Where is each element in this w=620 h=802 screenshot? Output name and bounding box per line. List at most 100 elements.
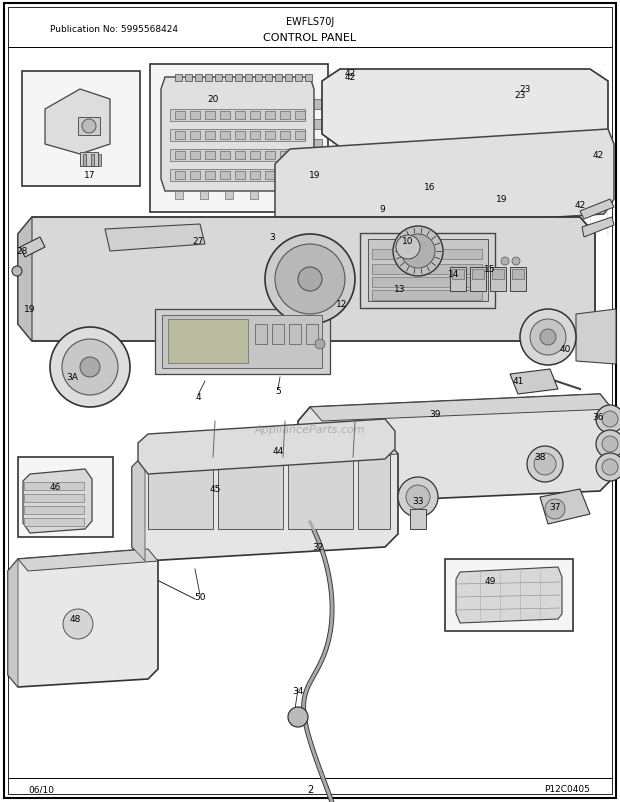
Bar [190,111,200,119]
Bar [305,75,312,82]
Text: 42: 42 [574,200,586,209]
Text: 23: 23 [520,85,531,95]
Text: 50: 50 [194,593,206,602]
Bar [190,132,200,140]
Text: 19: 19 [309,170,321,180]
Bar [280,152,290,160]
Bar [215,75,222,82]
Bar [250,152,260,160]
Bar [306,325,318,345]
Text: 49: 49 [484,577,495,585]
Bar [175,111,185,119]
Polygon shape [310,395,612,422]
Circle shape [527,447,563,482]
Bar [205,172,215,180]
Bar [490,268,506,292]
Text: 42: 42 [344,74,356,83]
Circle shape [602,460,618,476]
Bar [162,316,322,369]
Bar [314,100,322,110]
Bar [175,152,185,160]
Bar [220,132,230,140]
Polygon shape [275,130,614,235]
Bar [235,172,245,180]
Bar [190,172,200,180]
Bar [472,269,484,280]
Bar [170,130,305,142]
Bar [155,310,330,375]
Text: 34: 34 [292,687,304,695]
Circle shape [63,610,93,639]
Circle shape [298,268,322,292]
Bar [175,75,182,82]
Text: 20: 20 [207,95,219,104]
Circle shape [398,477,438,517]
Polygon shape [322,70,608,148]
Bar [185,75,192,82]
Bar [24,518,84,526]
Text: ApplianceParts.com: ApplianceParts.com [255,424,365,435]
Polygon shape [132,455,145,561]
Bar [358,456,390,529]
Polygon shape [576,310,616,365]
Circle shape [265,235,355,325]
Bar [195,75,202,82]
Polygon shape [18,549,158,571]
Bar [170,150,305,162]
Polygon shape [161,78,314,192]
Bar [450,268,466,292]
Circle shape [602,411,618,427]
Bar [280,132,290,140]
Bar [24,494,84,502]
Bar [265,111,275,119]
Circle shape [520,310,576,366]
Polygon shape [370,75,395,92]
Text: 3A: 3A [66,373,78,382]
Bar [255,325,267,345]
Polygon shape [20,237,45,257]
Bar [314,160,322,170]
Text: CONTROL PANEL: CONTROL PANEL [264,33,356,43]
Text: 19: 19 [24,305,36,314]
Text: 15: 15 [484,265,496,274]
Bar [372,265,482,274]
Circle shape [393,227,443,277]
Bar [148,461,213,529]
Bar [220,111,230,119]
Bar [225,192,233,200]
Bar [360,233,495,309]
Bar [512,269,524,280]
Bar [220,152,230,160]
Polygon shape [138,419,395,475]
Bar [78,118,100,136]
Polygon shape [510,370,558,395]
Text: 33: 33 [412,497,423,506]
Bar [250,192,258,200]
Bar [220,172,230,180]
Bar [265,152,275,160]
Bar [275,75,282,82]
Bar [91,155,94,167]
Bar [250,111,260,119]
Bar [288,457,353,529]
Text: 3: 3 [269,233,275,242]
Bar [250,172,260,180]
Text: 9: 9 [379,205,385,214]
Polygon shape [298,395,612,504]
Circle shape [596,453,620,481]
Circle shape [401,235,435,269]
Bar [372,277,482,288]
Bar [170,110,305,122]
Bar [22,72,140,187]
Bar [205,111,215,119]
Bar [265,75,272,82]
Bar [372,290,482,301]
Circle shape [288,707,308,727]
Bar [190,152,200,160]
Text: 16: 16 [424,184,436,192]
Text: 42: 42 [344,68,356,78]
Circle shape [275,245,345,314]
Circle shape [50,327,130,407]
Bar [470,268,486,292]
Circle shape [62,339,118,395]
